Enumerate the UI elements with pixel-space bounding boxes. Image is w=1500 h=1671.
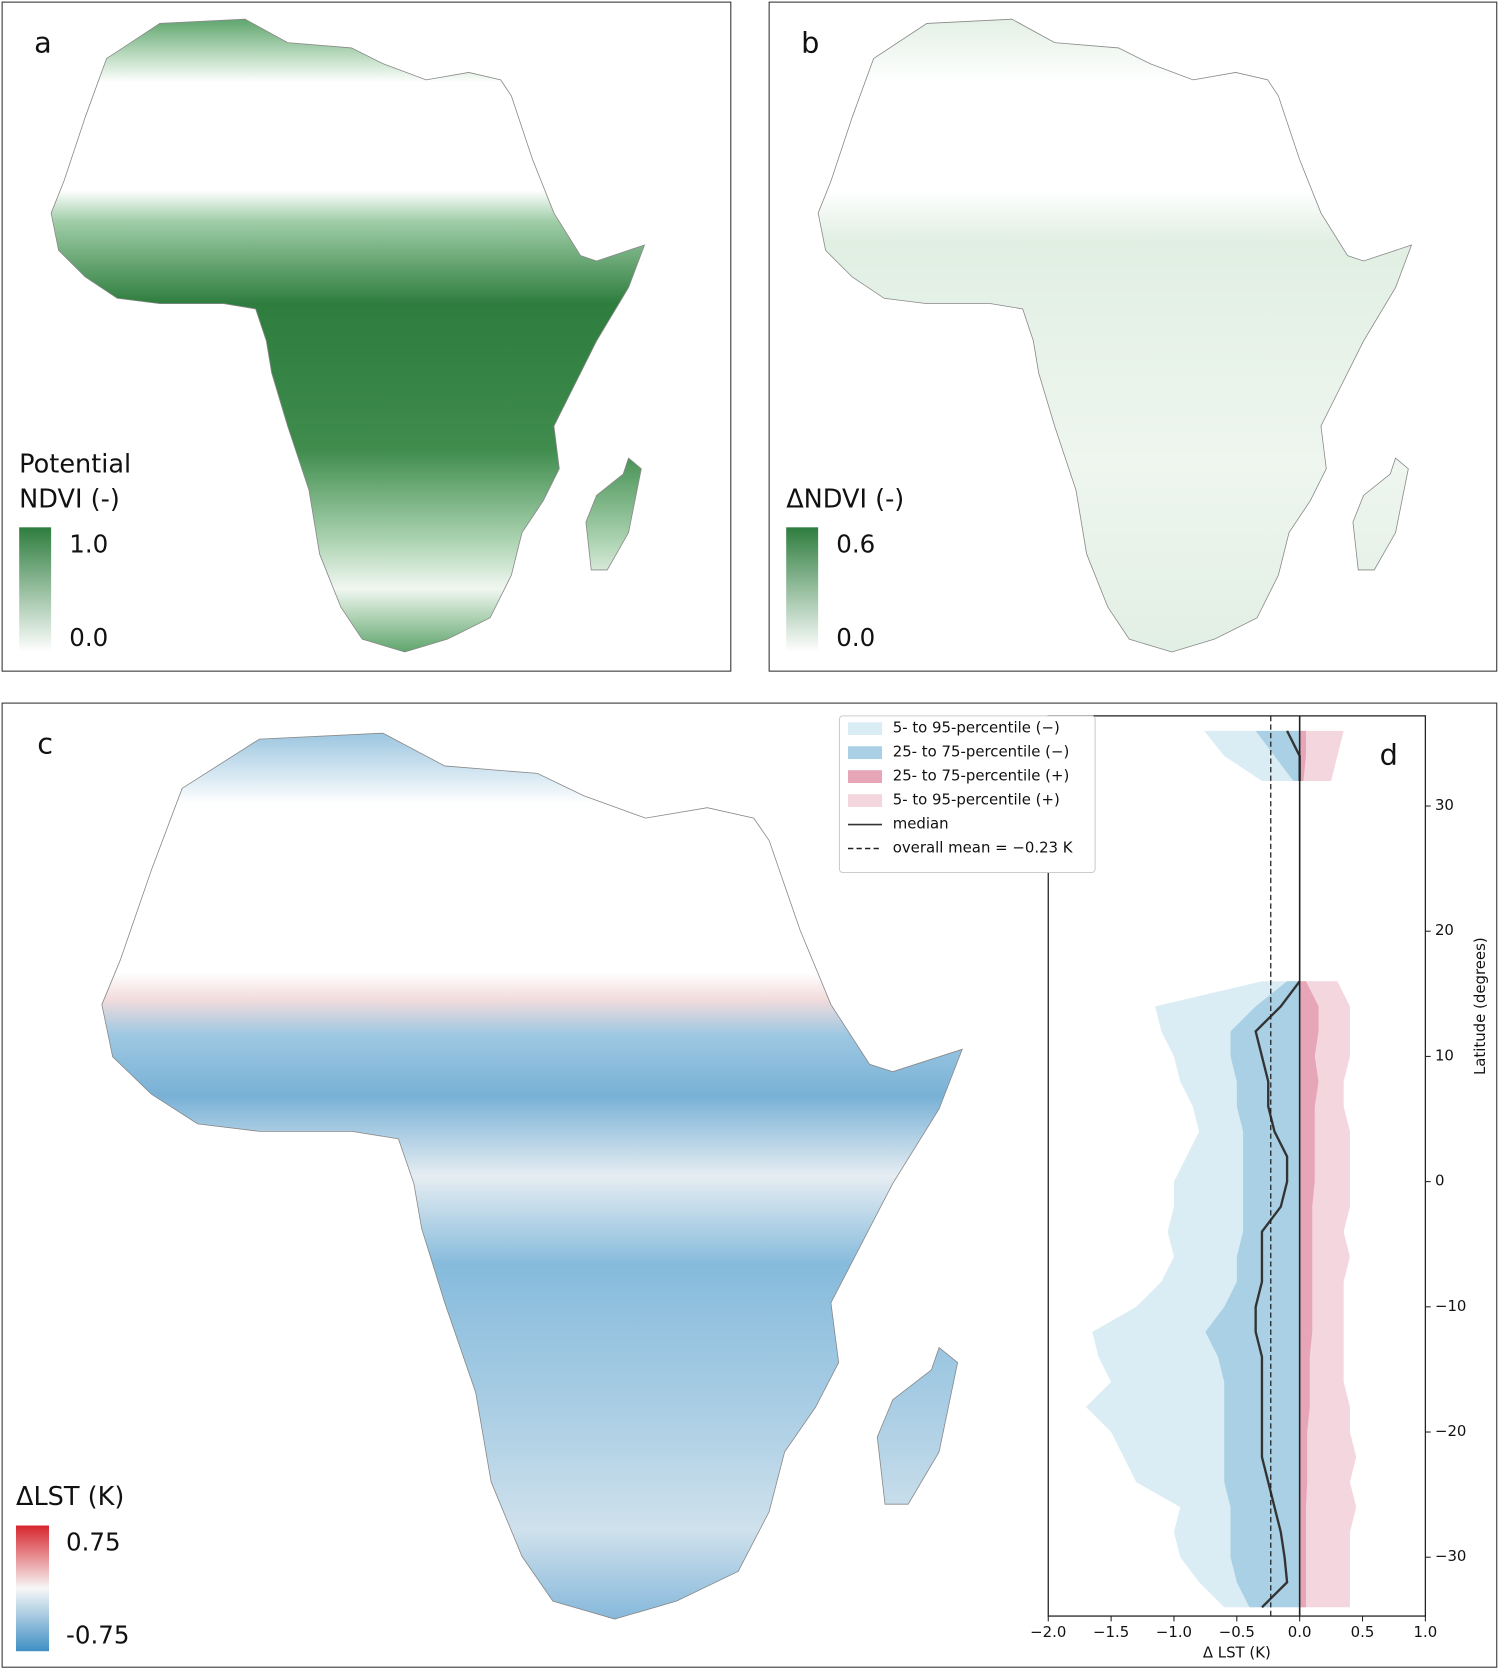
legend-box	[838, 715, 1096, 874]
panel-label: b	[801, 26, 819, 60]
panel-label: a	[34, 26, 52, 60]
legend-swatch	[847, 794, 883, 807]
panel-frame	[768, 1, 1498, 672]
legend-label: 5- to 95-percentile (−)	[893, 719, 1060, 737]
legend-label: median	[893, 815, 949, 833]
x-tick-label: 0.0	[1288, 1623, 1312, 1641]
y-tick-label: 20	[1435, 921, 1454, 939]
legend-title: ΔNDVI (-)	[786, 485, 904, 515]
x-tick-label: −1.0	[1156, 1623, 1192, 1641]
y-tick-label: −20	[1435, 1422, 1466, 1440]
y-tick-label: 30	[1435, 796, 1454, 814]
x-tick-label: −0.5	[1219, 1623, 1255, 1641]
legend-swatch	[847, 746, 883, 760]
panel-label: c	[37, 727, 53, 761]
colorbar-label: 0.75	[66, 1528, 121, 1557]
map-b	[817, 18, 1412, 653]
y-tick-label: 0	[1435, 1172, 1444, 1190]
y-axis-label: Latitude (degrees)	[1471, 937, 1489, 1075]
x-tick-label: 1.0	[1414, 1623, 1438, 1641]
map-a	[50, 18, 645, 653]
colorbar-label: 0.0	[836, 623, 875, 652]
legend-title: NDVI (-)	[19, 485, 120, 515]
x-tick-label: −1.5	[1093, 1623, 1129, 1641]
colorbar	[15, 1525, 50, 1652]
x-axis-label: Δ LST (K)	[1203, 1643, 1271, 1661]
colorbar	[786, 527, 819, 652]
legend-label: 25- to 75-percentile (+)	[893, 767, 1070, 785]
percentile-band	[1299, 981, 1319, 1608]
legend-label: 5- to 95-percentile (+)	[893, 791, 1060, 809]
panel-label: d	[1380, 737, 1398, 771]
colorbar-label: 0.6	[836, 529, 875, 558]
panel-frame	[1, 1, 732, 672]
percentile-band	[1255, 730, 1300, 781]
percentile-band	[1205, 981, 1300, 1608]
percentile-band	[1299, 730, 1306, 781]
colorbar-label: 1.0	[69, 529, 108, 558]
y-tick-label: −10	[1435, 1297, 1466, 1315]
map-c	[101, 732, 963, 1620]
legend-swatch	[847, 770, 883, 783]
legend-label: 25- to 75-percentile (−)	[893, 743, 1070, 761]
legend-swatch	[847, 722, 883, 736]
colorbar-label: -0.75	[66, 1620, 129, 1649]
legend-label: overall mean = −0.23 K	[893, 839, 1074, 857]
colorbar	[19, 527, 52, 652]
colorbar-label: 0.0	[69, 623, 108, 652]
panel-frame	[1, 702, 1498, 1668]
y-tick-label: 10	[1435, 1046, 1454, 1064]
y-tick-label: −30	[1435, 1547, 1466, 1565]
x-tick-label: 0.5	[1351, 1623, 1375, 1641]
x-tick-label: −2.0	[1030, 1623, 1066, 1641]
legend-title: Potential	[19, 450, 131, 480]
profile-chart: −2.0 −1.5 −1.0 −0.5 0.0 0.5 1.0 −30 −20 −10 0 10 20 3…	[838, 715, 1489, 1661]
legend-title: ΔLST (K)	[16, 1482, 124, 1512]
percentile-band	[1299, 730, 1344, 781]
